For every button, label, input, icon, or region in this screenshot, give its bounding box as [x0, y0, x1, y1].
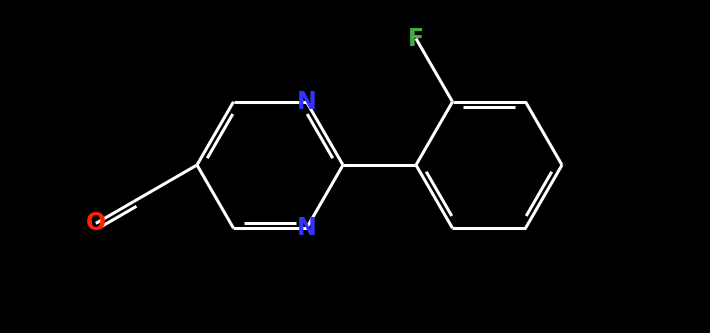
- Text: F: F: [408, 27, 424, 51]
- Text: N: N: [297, 90, 317, 114]
- Text: N: N: [297, 216, 317, 240]
- Text: O: O: [86, 211, 106, 235]
